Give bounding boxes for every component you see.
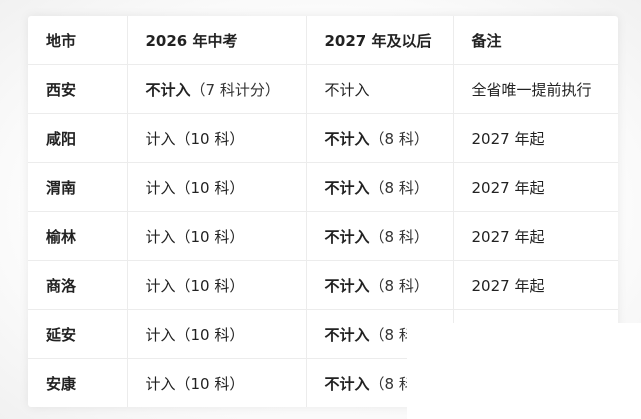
cell: 不计入（8 科） — [306, 260, 454, 310]
header-cell: 备注 — [453, 16, 618, 65]
cell: 计入（10 科） — [127, 211, 307, 261]
cell-strong: 不计入 — [324, 227, 370, 246]
cell: 西安 — [28, 64, 128, 114]
cell-rest: （8 科） — [369, 178, 429, 197]
cell: 安康 — [28, 358, 128, 407]
cell-rest: （8 科） — [369, 227, 429, 246]
cell: 2027 年起 — [453, 113, 618, 163]
row: 西安 不计入（7 科计分） 不计入 全省唯一提前执行 — [28, 64, 618, 114]
cell: 不计入 — [306, 64, 454, 114]
cell: 全省唯一提前执行 — [453, 64, 618, 114]
cell-strong: 不计入 — [324, 374, 370, 393]
overlay — [407, 323, 641, 419]
cell: 渭南 — [28, 162, 128, 212]
cell: 不计入（8 科） — [306, 211, 454, 261]
cell: 延安 — [28, 309, 128, 359]
cell: 商洛 — [28, 260, 128, 310]
cell-rest: （8 科） — [369, 129, 429, 148]
header-row: 地市 2026 年中考 2027 年及以后 备注 — [28, 16, 618, 65]
cell: 不计入（8 科） — [306, 113, 454, 163]
cell: 计入（10 科） — [127, 113, 307, 163]
cell: 榆林 — [28, 211, 128, 261]
header-cell: 2027 年及以后 — [306, 16, 454, 65]
table-card: 地市 2026 年中考 2027 年及以后 备注 西安 不计入（7 科计分） 不计入 全省唯… — [28, 16, 618, 407]
header-cell: 2026 年中考 — [127, 16, 307, 65]
cell-strong: 不计入 — [324, 276, 370, 295]
cell: 2027 年起 — [453, 260, 618, 310]
header-cell: 地市 — [28, 16, 128, 65]
cell-strong: 不计入 — [145, 80, 191, 99]
cell: 2027 年起 — [453, 211, 618, 261]
cell: 计入（10 科） — [127, 309, 307, 359]
row: 商洛 计入（10 科） 不计入（8 科） 2027 年起 — [28, 260, 618, 310]
cell-strong: 不计入 — [324, 325, 370, 344]
row: 榆林 计入（10 科） 不计入（8 科） 2027 年起 — [28, 211, 618, 261]
cell: 不计入（7 科计分） — [127, 64, 307, 114]
cell: 计入（10 科） — [127, 260, 307, 310]
cell-rest: （7 科计分） — [190, 80, 280, 99]
cell: 咸阳 — [28, 113, 128, 163]
row: 咸阳 计入（10 科） 不计入（8 科） 2027 年起 — [28, 113, 618, 163]
table: 地市 2026 年中考 2027 年及以后 备注 西安 不计入（7 科计分） 不计入 全省唯… — [28, 16, 618, 407]
cell: 2027 年起 — [453, 162, 618, 212]
cell: 不计入（8 科） — [306, 162, 454, 212]
row: 渭南 计入（10 科） 不计入（8 科） 2027 年起 — [28, 162, 618, 212]
cell: 计入（10 科） — [127, 162, 307, 212]
cell: 计入（10 科） — [127, 358, 307, 407]
row: 延安 计入（10 科） 不计入（8 科） — [28, 309, 618, 359]
cell-strong: 不计入 — [324, 129, 370, 148]
cell-rest: （8 科） — [369, 276, 429, 295]
cell-strong: 不计入 — [324, 178, 370, 197]
